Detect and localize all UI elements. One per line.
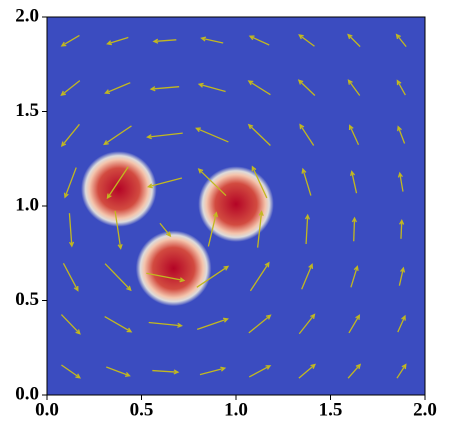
x-tick-label: 2.0 — [413, 399, 437, 420]
arrow — [200, 36, 224, 44]
arrow — [256, 210, 264, 248]
arrow — [398, 266, 406, 286]
arrow — [159, 222, 172, 238]
x-tick-label: 0.0 — [35, 399, 59, 420]
arrow — [106, 36, 129, 46]
arrow — [395, 33, 407, 48]
arrow — [197, 82, 226, 93]
arrow — [350, 170, 358, 194]
arrow — [152, 38, 177, 44]
arrow — [196, 317, 229, 330]
blob — [135, 230, 212, 307]
arrow — [60, 314, 81, 335]
arrow — [396, 363, 407, 379]
arrow — [301, 167, 312, 196]
arrow — [248, 35, 270, 46]
arrow — [299, 123, 315, 146]
arrow — [248, 365, 272, 378]
x-tick-label: 1.0 — [224, 399, 248, 420]
arrow — [298, 363, 316, 379]
arrow — [146, 132, 183, 140]
arrow — [298, 313, 316, 335]
arrow — [106, 166, 129, 200]
arrow — [298, 34, 315, 47]
arrow — [149, 86, 180, 92]
arrow — [61, 364, 82, 379]
arrow — [197, 168, 227, 197]
arrow — [68, 213, 75, 248]
arrow — [196, 265, 230, 288]
arrow — [60, 123, 80, 148]
arrow — [106, 366, 131, 377]
arrow — [347, 79, 361, 96]
x-tick-label: 0.5 — [130, 399, 154, 420]
arrow — [146, 272, 186, 283]
arrow — [348, 314, 361, 334]
arrow — [195, 127, 229, 143]
arrow — [399, 218, 405, 239]
arrow — [207, 211, 219, 247]
arrow — [146, 177, 183, 189]
arrow — [247, 80, 271, 96]
y-tick-label: 0.0 — [15, 383, 39, 404]
arrow — [103, 125, 132, 146]
arrow — [104, 82, 131, 95]
arrow — [304, 213, 311, 245]
arrow — [148, 321, 183, 328]
y-tick-label: 1.0 — [15, 194, 39, 215]
arrow — [249, 261, 270, 292]
arrow — [114, 210, 123, 250]
arrow — [301, 263, 314, 290]
arrow — [60, 34, 80, 47]
arrow — [247, 123, 271, 146]
arrow — [348, 124, 360, 145]
arrow — [251, 165, 268, 199]
arrow — [104, 263, 132, 292]
arrow — [351, 216, 357, 242]
arrow — [63, 167, 77, 199]
arrow — [297, 79, 316, 96]
arrow — [60, 80, 81, 96]
y-tick-label: 2.0 — [15, 5, 39, 26]
arrow — [347, 33, 361, 48]
arrow — [397, 171, 404, 192]
arrow — [248, 314, 272, 334]
heatmap — [60, 33, 407, 379]
y-tick-label: 0.5 — [15, 289, 39, 310]
arrow — [347, 363, 362, 379]
blob — [81, 151, 157, 227]
x-tick-label: 1.5 — [319, 399, 343, 420]
arrow — [104, 315, 133, 333]
arrow — [396, 79, 406, 96]
arrow — [397, 125, 406, 144]
arrow — [62, 262, 79, 292]
blob — [198, 166, 274, 242]
arrow — [152, 369, 180, 375]
y-tick-label: 1.5 — [15, 100, 39, 121]
arrow — [397, 314, 406, 333]
arrow — [199, 366, 227, 376]
arrow — [350, 265, 359, 288]
